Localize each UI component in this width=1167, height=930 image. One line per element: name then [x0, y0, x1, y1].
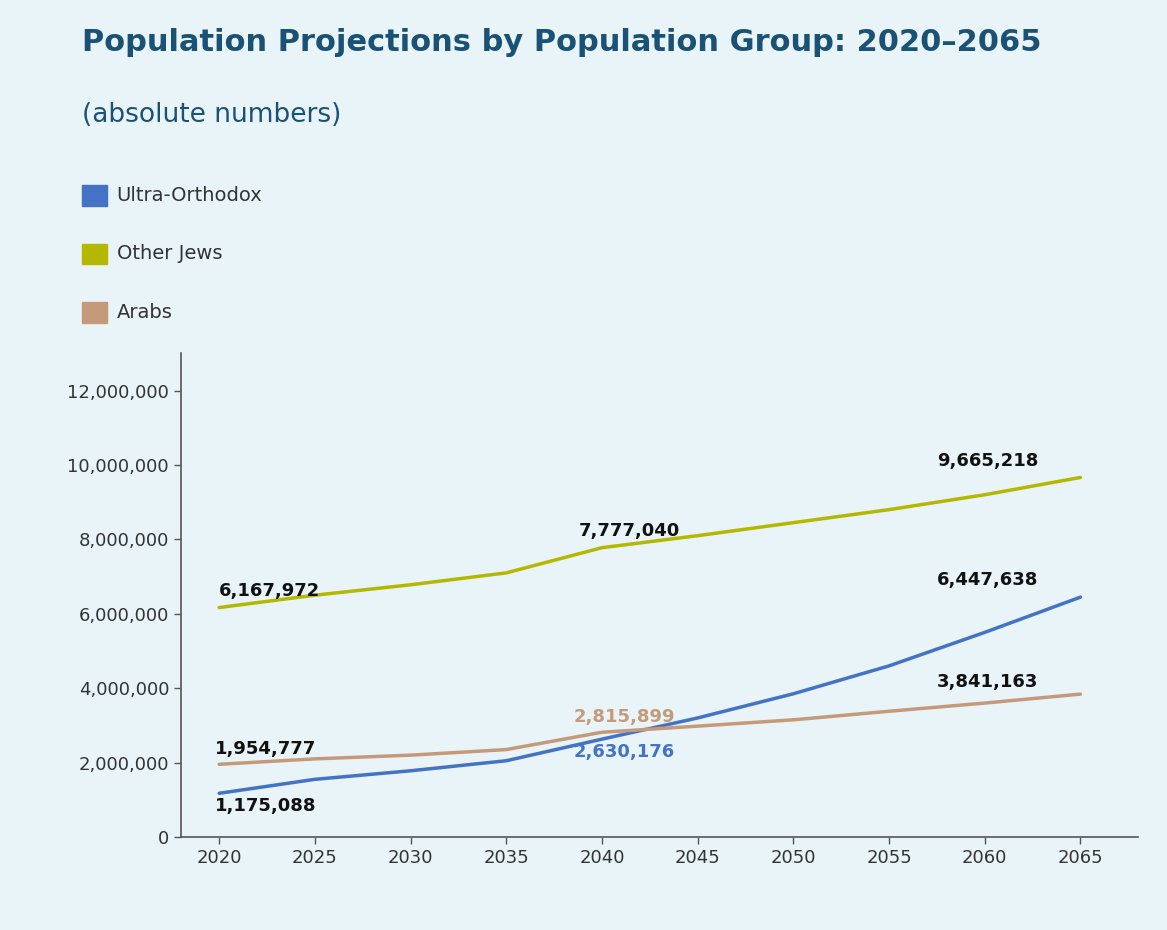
Text: 6,167,972: 6,167,972	[219, 581, 321, 600]
Text: 7,777,040: 7,777,040	[579, 522, 680, 539]
Text: Population Projections by Population Group: 2020–2065: Population Projections by Population Gro…	[82, 28, 1041, 57]
Text: 2,630,176: 2,630,176	[573, 743, 675, 761]
Text: 6,447,638: 6,447,638	[937, 571, 1039, 590]
Text: 3,841,163: 3,841,163	[937, 672, 1039, 691]
Text: 1,175,088: 1,175,088	[216, 797, 316, 815]
Text: Ultra-Orthodox: Ultra-Orthodox	[117, 186, 263, 205]
Text: 9,665,218: 9,665,218	[937, 452, 1039, 470]
Text: 2,815,899: 2,815,899	[573, 708, 675, 725]
Text: 1,954,777: 1,954,777	[216, 740, 316, 758]
Text: Arabs: Arabs	[117, 303, 173, 322]
Text: (absolute numbers): (absolute numbers)	[82, 102, 341, 128]
Text: Other Jews: Other Jews	[117, 245, 222, 263]
